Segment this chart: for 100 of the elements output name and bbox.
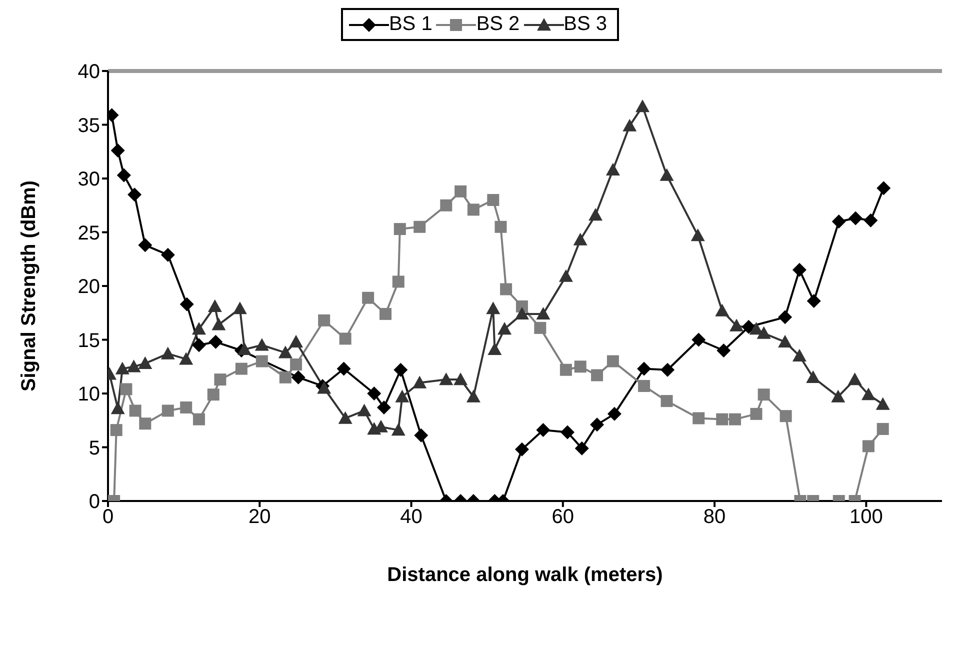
point xyxy=(138,356,152,369)
point xyxy=(792,348,806,362)
point xyxy=(454,372,468,386)
point xyxy=(116,168,131,182)
point xyxy=(290,358,302,370)
point xyxy=(591,369,604,382)
point xyxy=(715,304,730,316)
point xyxy=(192,413,205,426)
point xyxy=(357,404,372,416)
point xyxy=(367,386,382,400)
point xyxy=(488,342,502,356)
point xyxy=(876,181,891,196)
point xyxy=(749,322,764,335)
point xyxy=(391,423,406,436)
point xyxy=(716,413,728,426)
point xyxy=(179,352,194,365)
y-tick-label: 35 xyxy=(78,114,100,137)
point xyxy=(362,292,374,304)
point xyxy=(394,223,406,236)
point xyxy=(160,248,175,262)
point xyxy=(110,144,125,158)
y-axis-title: Signal Strength (dBm) xyxy=(18,180,40,392)
point xyxy=(778,334,792,348)
point xyxy=(730,318,744,332)
point xyxy=(208,334,223,349)
point xyxy=(660,362,675,377)
point xyxy=(379,308,392,320)
point xyxy=(412,376,427,388)
point xyxy=(110,424,122,436)
point xyxy=(806,294,821,308)
point xyxy=(208,299,222,312)
point xyxy=(376,400,391,414)
point xyxy=(742,320,756,334)
point xyxy=(110,402,125,414)
point xyxy=(690,228,705,242)
point xyxy=(716,344,731,358)
x-axis-title: Distance along walk (meters) xyxy=(387,564,663,586)
point xyxy=(574,360,586,373)
legend-label: BS 2 xyxy=(476,13,520,36)
x-tick-label: 100 xyxy=(849,506,883,528)
point xyxy=(414,428,428,442)
point xyxy=(128,188,142,202)
point xyxy=(607,406,622,421)
point xyxy=(467,204,480,216)
point xyxy=(806,370,820,383)
point xyxy=(534,322,546,334)
point xyxy=(622,118,637,132)
point xyxy=(414,220,426,233)
point xyxy=(560,425,574,440)
point xyxy=(590,418,604,432)
point xyxy=(115,362,130,374)
point xyxy=(778,310,792,324)
point xyxy=(558,269,573,282)
point xyxy=(237,342,252,356)
point xyxy=(780,410,792,422)
point xyxy=(494,220,507,233)
point xyxy=(232,302,247,314)
point xyxy=(192,338,206,352)
point xyxy=(289,334,304,348)
point xyxy=(180,297,194,312)
y-tick-label: 40 xyxy=(78,61,100,84)
point xyxy=(876,422,889,435)
point xyxy=(660,395,673,408)
point xyxy=(536,306,550,320)
point xyxy=(486,302,500,314)
point xyxy=(256,355,268,368)
point xyxy=(439,372,454,386)
point xyxy=(638,380,650,392)
point xyxy=(498,322,512,335)
point xyxy=(876,397,890,410)
point xyxy=(560,364,572,376)
point xyxy=(466,390,480,402)
point xyxy=(758,388,770,401)
point xyxy=(318,314,330,326)
y-tick-label: 20 xyxy=(78,276,100,298)
point xyxy=(317,381,332,394)
y-tick-label: 30 xyxy=(78,168,100,191)
point xyxy=(392,276,404,288)
point xyxy=(692,412,705,424)
point xyxy=(440,199,452,212)
point xyxy=(138,238,152,252)
point xyxy=(214,374,226,386)
y-tick-label: 15 xyxy=(78,330,100,352)
point xyxy=(536,423,550,438)
point xyxy=(792,262,806,277)
legend-label: BS 1 xyxy=(388,13,432,36)
x-tick-label: 20 xyxy=(248,506,271,528)
point xyxy=(338,411,352,424)
point xyxy=(588,208,603,221)
point xyxy=(454,185,467,198)
y-tick-label: 0 xyxy=(88,491,100,514)
point xyxy=(660,168,674,181)
point xyxy=(235,362,248,375)
point xyxy=(864,213,878,228)
y-tick-label: 10 xyxy=(78,384,100,406)
point xyxy=(573,232,588,246)
point xyxy=(212,318,226,330)
x-tick-label: 80 xyxy=(703,506,726,528)
point xyxy=(120,383,132,396)
point xyxy=(192,322,206,335)
